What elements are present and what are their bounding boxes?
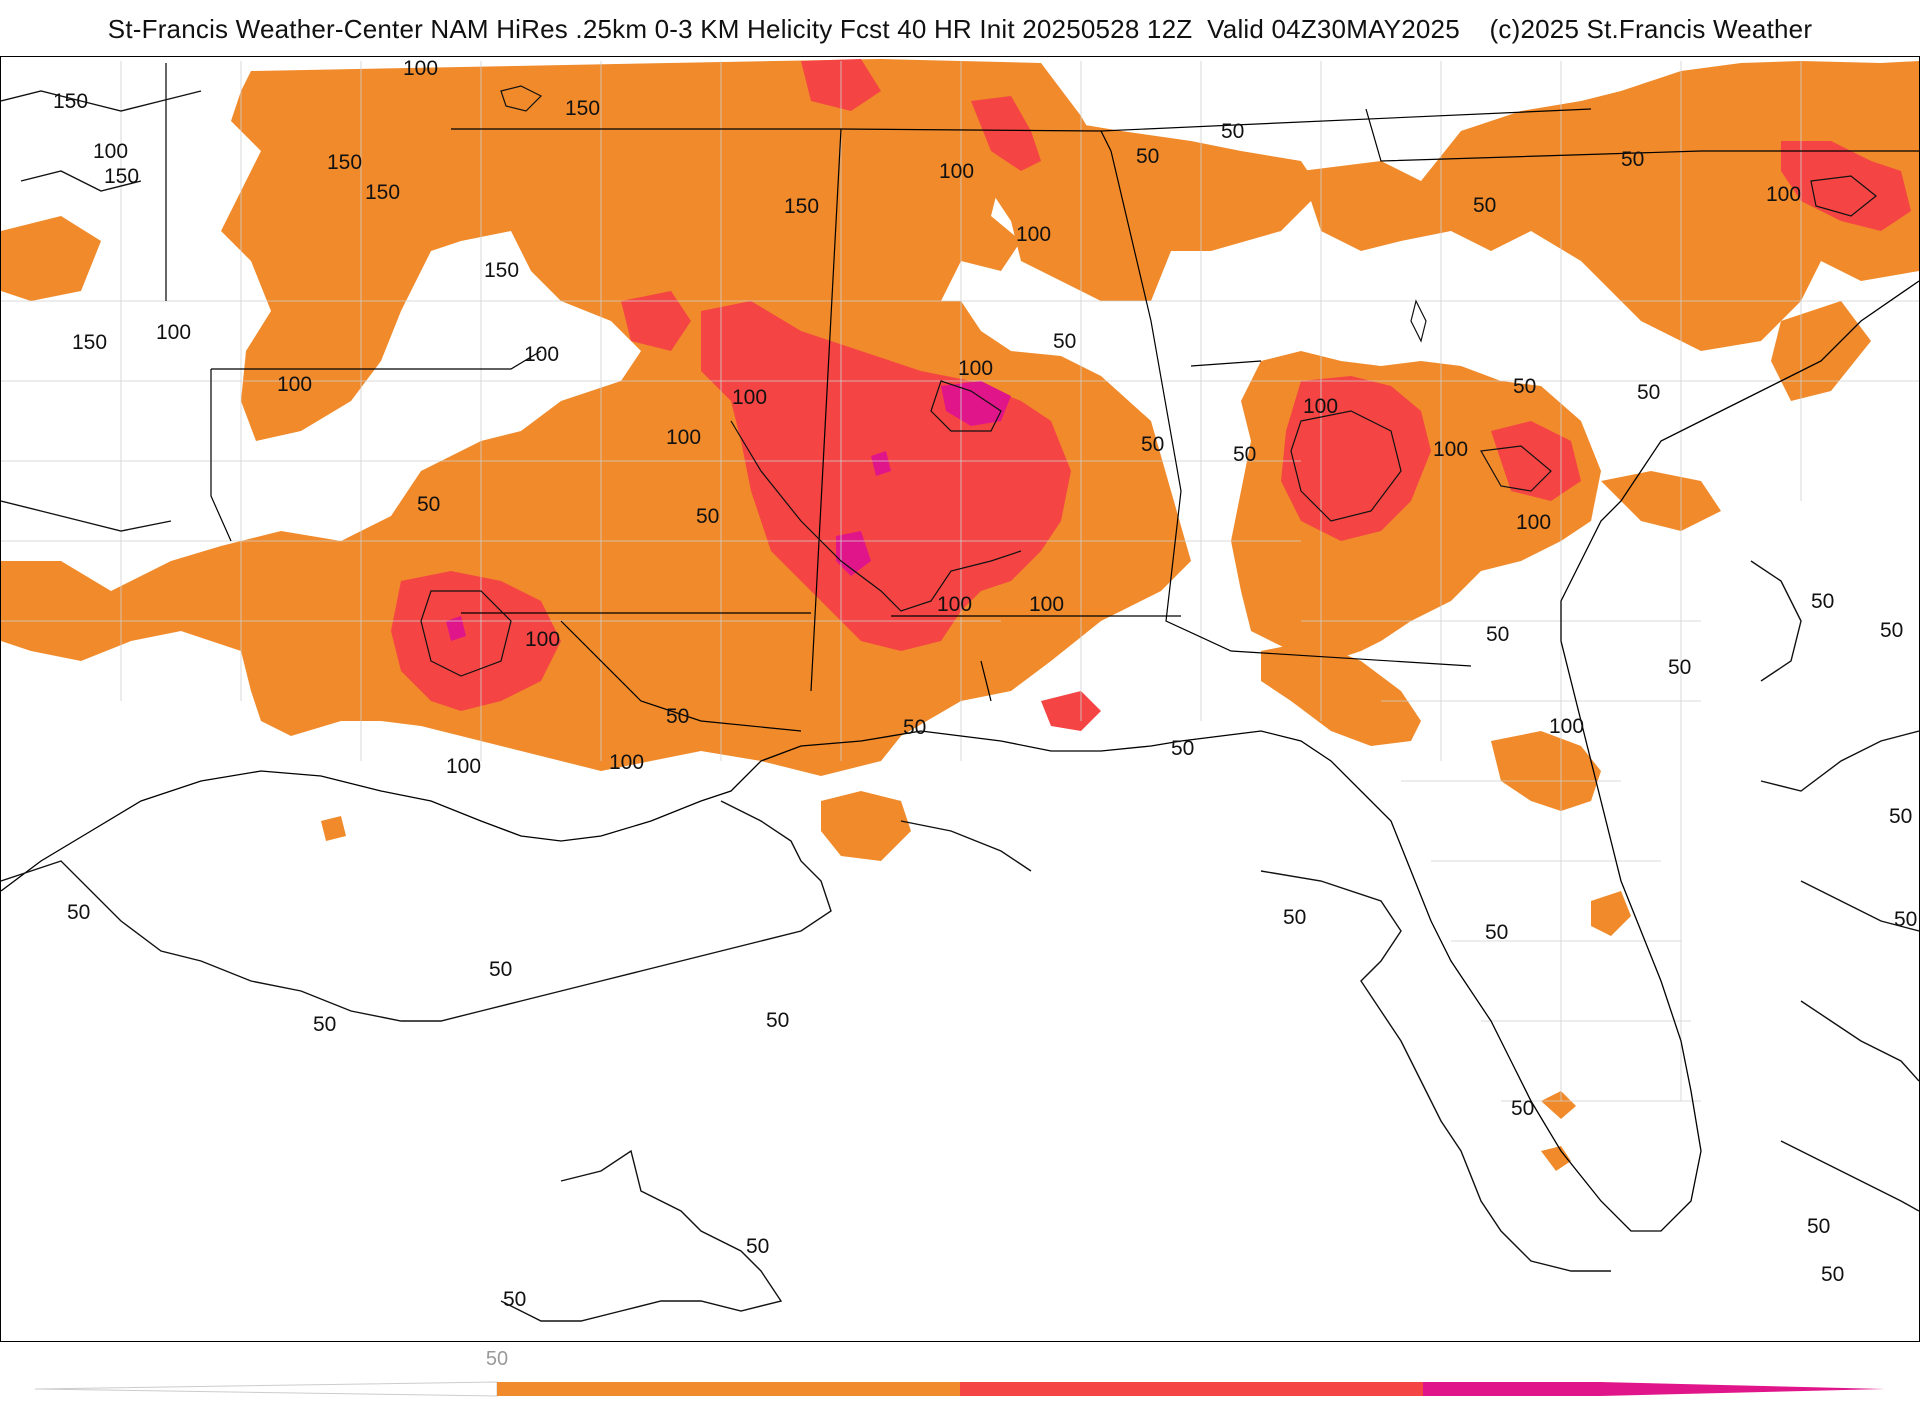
- contour-label: 50: [666, 705, 689, 728]
- contour-label: 50: [1486, 623, 1509, 646]
- colorbar-low-extension: [34, 1381, 498, 1397]
- contour-label: 50: [313, 1013, 336, 1036]
- contour-label: 50: [903, 716, 926, 739]
- contour-label: 100: [1516, 511, 1551, 534]
- contour-label: 50: [489, 958, 512, 981]
- contour-label: 100: [1029, 593, 1064, 616]
- contour-label: 100: [937, 593, 972, 616]
- contours-100: [420, 85, 1877, 677]
- colorbar-tick-label: 50: [486, 1348, 508, 1370]
- contour-label: 50: [1485, 921, 1508, 944]
- contour-label: 50: [1221, 120, 1244, 143]
- contour-label: 100: [609, 751, 644, 774]
- contour-label: 100: [1766, 183, 1801, 206]
- contour-label: 50: [746, 1235, 769, 1258]
- contour-label: 100: [958, 357, 993, 380]
- contour-label: 50: [1511, 1097, 1534, 1120]
- contour-label: 50: [1668, 656, 1691, 679]
- map-title: St-Francis Weather-Center NAM HiRes .25k…: [107, 14, 1813, 44]
- contour-label: 150: [365, 181, 400, 204]
- colorbar-segment-3: [1423, 1382, 1885, 1396]
- map-panel[interactable]: 100 150 100 150 150 150 150 150 150 100 …: [0, 56, 1920, 1342]
- contour-label: 50: [1880, 619, 1903, 642]
- contour-label: 150: [484, 259, 519, 282]
- contour-label: 100: [1016, 223, 1051, 246]
- state-boundaries: [165, 63, 1919, 732]
- contour-label: 50: [1821, 1263, 1844, 1286]
- contour-label: 50: [1171, 737, 1194, 760]
- contour-label: 50: [766, 1009, 789, 1032]
- helicity-map: 100 150 100 150 150 150 150 150 150 100 …: [1, 57, 1919, 1322]
- contour-label: 100: [93, 140, 128, 163]
- contour-label: 150: [104, 165, 139, 188]
- contour-label: 50: [1136, 145, 1159, 168]
- contour-label: 100: [1549, 715, 1584, 738]
- contour-label: 100: [446, 755, 481, 778]
- contour-label: 150: [53, 90, 88, 113]
- contour-label: 100: [732, 386, 767, 409]
- contour-label: 50: [1513, 375, 1536, 398]
- contour-label: 150: [72, 331, 107, 354]
- contour-label: 50: [417, 493, 440, 516]
- contour-label: 50: [1811, 590, 1834, 613]
- contour-label: 100: [666, 426, 701, 449]
- colorbar: 50: [0, 1340, 1920, 1400]
- contour-label: 150: [784, 195, 819, 218]
- contour-label: 50: [503, 1288, 526, 1311]
- county-lines: [1, 61, 1919, 1102]
- contour-label: 50: [1141, 433, 1164, 456]
- contour-label: 150: [327, 151, 362, 174]
- contour-label: 100: [525, 628, 560, 651]
- contour-label: 100: [939, 160, 974, 183]
- contour-label: 50: [696, 505, 719, 528]
- contour-label: 100: [1433, 438, 1468, 461]
- contour-label: 50: [67, 901, 90, 924]
- contour-label: 50: [1637, 381, 1660, 404]
- coastline: [1, 280, 1919, 1232]
- shading-200: [446, 381, 1011, 641]
- contour-label: 50: [1233, 443, 1256, 466]
- contour-label: 50: [1621, 148, 1644, 171]
- contour-label: 50: [1283, 906, 1306, 929]
- contour-label: 50: [1889, 805, 1912, 828]
- contour-label: 150: [565, 97, 600, 120]
- contours-50: [1, 90, 1919, 1322]
- contour-label: 100: [1303, 395, 1338, 418]
- contour-label: 100: [524, 343, 559, 366]
- contour-label: 50: [1894, 908, 1917, 931]
- contour-label: 100: [403, 57, 438, 80]
- contour-label: 100: [277, 373, 312, 396]
- contour-label: 50: [1053, 330, 1076, 353]
- contour-labels: 100 150 100 150 150 150 150 150 150 100 …: [53, 57, 1917, 1311]
- contour-label: 100: [156, 321, 191, 344]
- contour-label: 50: [1807, 1215, 1830, 1238]
- contour-label: 50: [1473, 194, 1496, 217]
- colorbar-segment-1: [497, 1382, 960, 1396]
- colorbar-segment-2: [960, 1382, 1423, 1396]
